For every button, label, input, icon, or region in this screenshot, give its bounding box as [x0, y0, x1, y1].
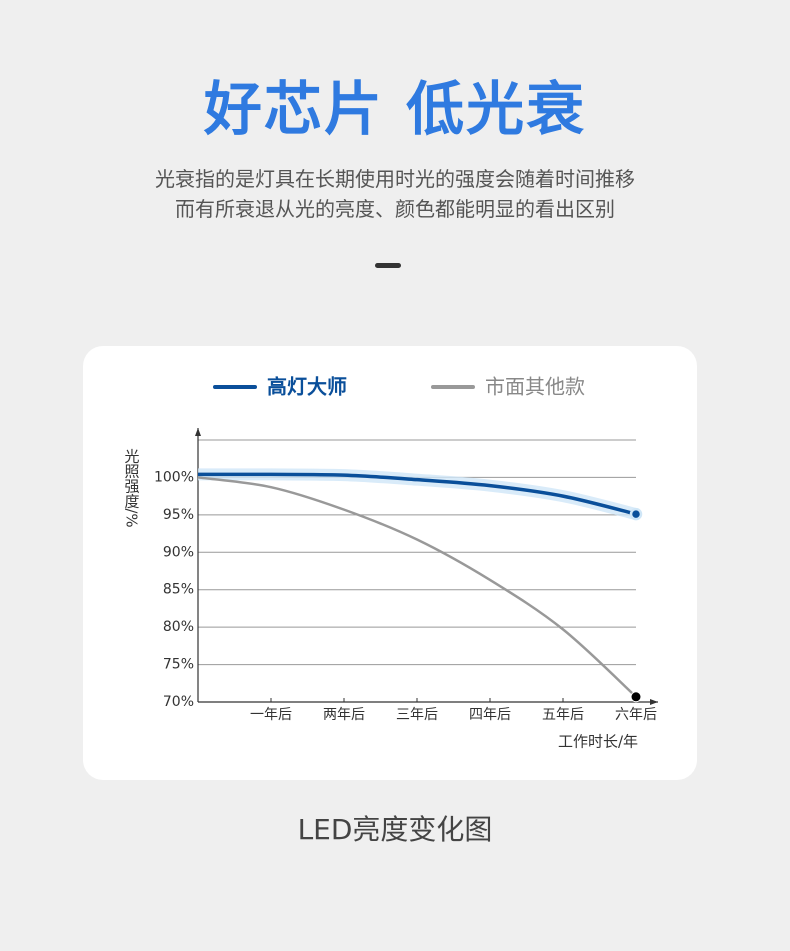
- x-tick-label: 一年后: [250, 707, 292, 723]
- x-axis-label: 工作时长/年: [558, 733, 638, 751]
- x-tick-label: 两年后: [323, 707, 365, 723]
- series-line: [197, 472, 637, 516]
- description: 光衰指的是灯具在长期使用时光的强度会随着时间推移 而有所衰退从光的亮度、颜色都能明…: [0, 164, 790, 224]
- y-axis-label: 光照强度/%: [123, 448, 141, 527]
- x-tick-label: 三年后: [396, 707, 438, 723]
- y-tick-label: 80%: [163, 619, 194, 635]
- y-tick-label: 90%: [163, 544, 194, 560]
- chart-card: [83, 346, 697, 780]
- x-tick-label: 四年后: [469, 707, 511, 723]
- end-marker: [630, 691, 642, 703]
- series-line: [197, 476, 637, 698]
- legend-label: 市面其他款: [485, 375, 585, 399]
- y-tick-label: 100%: [154, 469, 194, 485]
- x-tick-label: 五年后: [542, 707, 584, 723]
- end-marker: [629, 507, 643, 521]
- x-tick-label: 六年后: [615, 707, 657, 723]
- x-axis-arrow: [650, 699, 658, 705]
- y-tick-label: 95%: [163, 507, 194, 523]
- y-tick-label: 85%: [163, 582, 194, 598]
- y-tick-label: 75%: [163, 657, 194, 673]
- caption: LED亮度变化图: [297, 813, 493, 846]
- divider: [375, 263, 401, 268]
- description-line: 而有所衰退从光的亮度、颜色都能明显的看出区别: [175, 197, 615, 221]
- y-axis-arrow: [195, 428, 201, 436]
- description-line: 光衰指的是灯具在长期使用时光的强度会随着时间推移: [155, 167, 635, 191]
- legend-label: 高灯大师: [267, 375, 347, 399]
- y-tick-label: 70%: [163, 694, 194, 710]
- headline: 好芯片 低光衰: [203, 75, 587, 143]
